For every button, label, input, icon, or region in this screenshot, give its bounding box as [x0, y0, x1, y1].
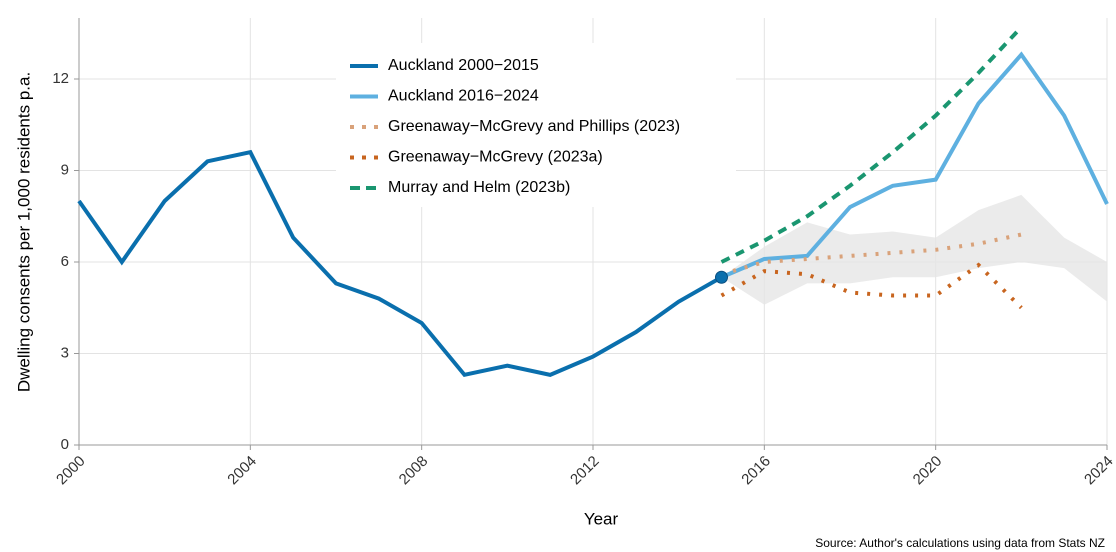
x-tick-label: 2016	[738, 453, 774, 489]
legend-label: Murray and Helm (2023b)	[388, 179, 570, 196]
line-series	[720, 232, 1022, 277]
x-tick-label: 2004	[224, 453, 260, 489]
legend-label: Greenaway−McGrevy and Phillips (2023)	[388, 118, 680, 135]
legend-label: Auckland 2000−2015	[388, 57, 539, 74]
line-series	[77, 149, 723, 378]
y-tick-label: 9	[61, 161, 69, 178]
x-tick-label: 2008	[396, 453, 432, 489]
y-tick-label: 6	[61, 253, 69, 270]
legend-label: Greenaway−McGrevy (2023a)	[388, 149, 603, 166]
source-note: Source: Author's calculations using data…	[815, 536, 1105, 550]
legend-label: Auckland 2016−2024	[388, 88, 539, 105]
line-series	[720, 25, 1023, 264]
y-tick-label: 12	[52, 70, 69, 87]
x-tick-label: 2012	[567, 453, 603, 489]
y-axis-label: Dwelling consents per 1,000 residents p.…	[14, 72, 33, 392]
line-series	[720, 51, 1109, 280]
y-tick-label: 0	[61, 436, 69, 453]
x-tick-label: 2020	[910, 453, 946, 489]
x-tick-label: 2024	[1081, 453, 1116, 489]
x-tick-label: 2000	[53, 453, 89, 489]
x-axis-label: Year	[584, 509, 619, 528]
y-tick-label: 3	[61, 344, 69, 361]
endpoint-marker	[715, 270, 728, 284]
legend-box	[336, 43, 736, 207]
